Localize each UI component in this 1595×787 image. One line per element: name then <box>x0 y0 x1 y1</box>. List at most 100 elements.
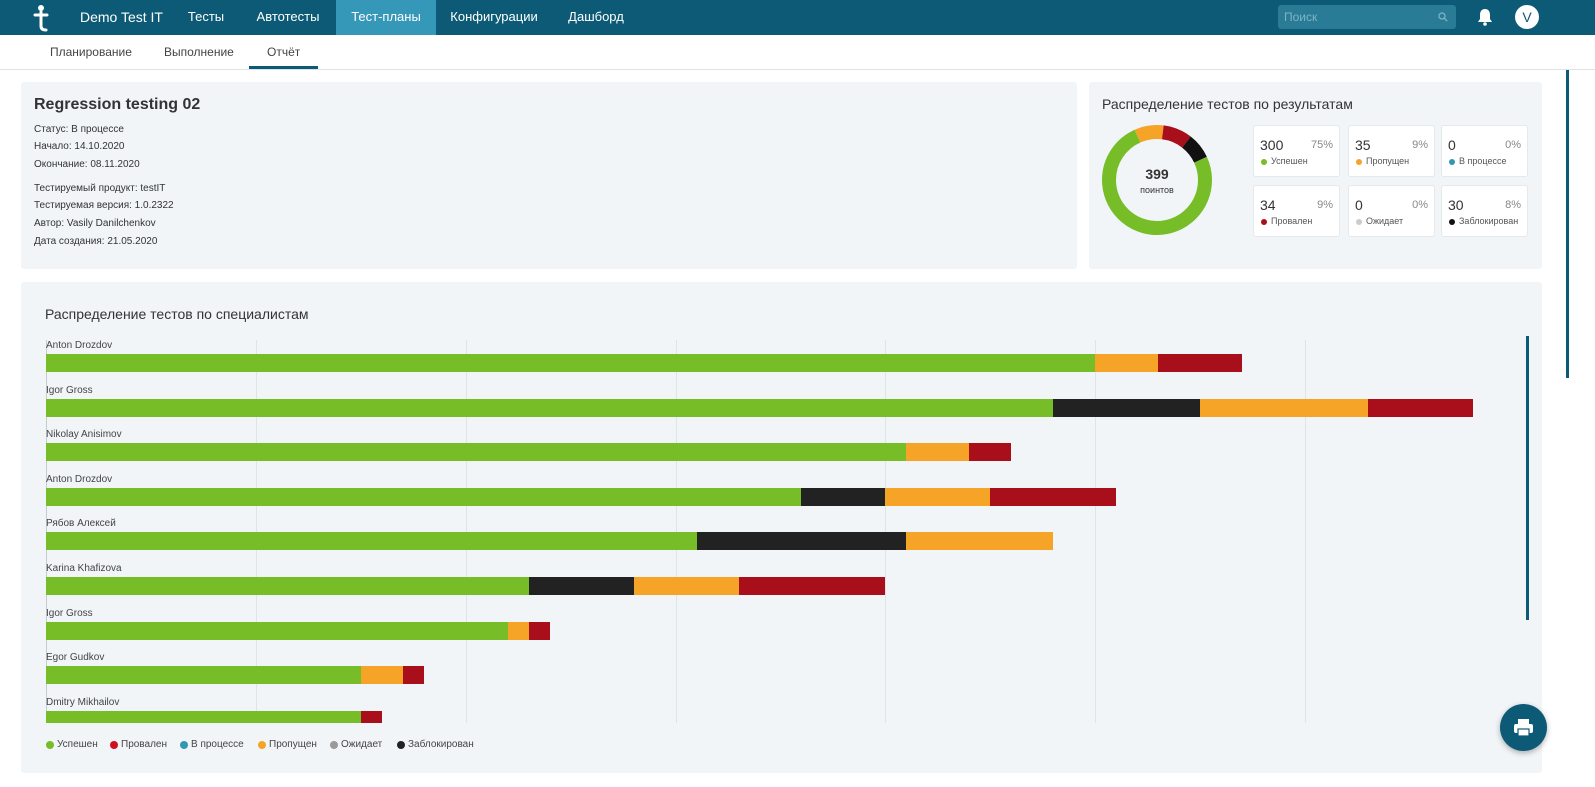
top-navbar: Demo Test IT Тесты Автотесты Тест-планы … <box>0 0 1595 35</box>
legend-dot <box>180 741 188 749</box>
specialists-bar-chart: Anton Drozdov Igor Gross Nikolay Anisimov A… <box>46 340 1515 723</box>
stat-in-progress: 0 0% В процессе <box>1441 125 1528 177</box>
plan-status: Статус: В процессе <box>34 124 124 135</box>
bar-segment[interactable] <box>1368 399 1474 417</box>
bar-segment[interactable] <box>528 577 634 595</box>
bar-segment[interactable] <box>906 443 970 461</box>
nav-tab-test-plans[interactable]: Тест-планы <box>336 0 436 35</box>
nav-tab-configurations[interactable]: Конфигурации <box>450 9 538 24</box>
stat-count: 35 <box>1355 137 1371 153</box>
page-scrollbar[interactable] <box>1566 70 1569 378</box>
bar-segment[interactable] <box>1200 399 1369 417</box>
results-donut-chart <box>1102 125 1212 235</box>
print-icon <box>1514 719 1533 737</box>
legend-label: Заблокирован <box>408 739 474 750</box>
plan-created-date: Дата создания: 21.05.2020 <box>34 236 158 247</box>
specialist-label: Dmitry Mikhailov <box>46 697 120 708</box>
stat-blocked: 30 8% Заблокирован <box>1441 185 1528 237</box>
plan-info-card: Regression testing 02 Статус: В процессе… <box>21 82 1077 269</box>
stat-percent: 9% <box>1317 199 1333 211</box>
stat-failed: 34 9% Провален <box>1253 185 1340 237</box>
bar-segment[interactable] <box>46 443 907 461</box>
gridline <box>1305 340 1306 723</box>
app-title[interactable]: Demo Test IT <box>80 9 163 25</box>
bar-segment[interactable] <box>46 622 508 640</box>
gridline <box>466 340 467 723</box>
bar-segment[interactable] <box>885 488 991 506</box>
bar-segment[interactable] <box>1158 354 1243 372</box>
status-dot <box>1261 159 1267 165</box>
search-input[interactable]: Поиск <box>1278 5 1456 29</box>
legend-label: Успешен <box>57 739 98 750</box>
results-distribution-card: Распределение тестов по результатам 399 … <box>1089 82 1542 269</box>
results-distribution-title: Распределение тестов по результатам <box>1102 96 1353 112</box>
stat-label: Провален <box>1271 216 1313 226</box>
bar-segment[interactable] <box>507 622 529 640</box>
stat-label: Пропущен <box>1366 156 1410 166</box>
donut-total: 399 <box>1145 166 1169 182</box>
specialist-label: Рябов Алексей <box>46 518 116 529</box>
bar-segment[interactable] <box>1095 354 1159 372</box>
chart-title: Распределение тестов по специалистам <box>45 306 309 322</box>
status-dot <box>1356 159 1362 165</box>
status-dot <box>1449 219 1455 225</box>
specialist-label: Anton Drozdov <box>46 474 113 485</box>
stat-label: Успешен <box>1271 156 1308 166</box>
print-button[interactable] <box>1500 704 1547 751</box>
plan-start-date: Начало: 14.10.2020 <box>34 141 125 152</box>
bar-segment[interactable] <box>906 532 1054 550</box>
subtab-execution[interactable]: Выполнение <box>164 45 234 59</box>
chart-scrollbar[interactable] <box>1526 336 1529 620</box>
bar-segment[interactable] <box>633 577 739 595</box>
stat-passed: 300 75% Успешен <box>1253 125 1340 177</box>
stat-label: Ожидает <box>1366 216 1404 226</box>
stat-count: 30 <box>1448 197 1464 213</box>
testit-logo-icon[interactable] <box>30 4 52 32</box>
legend-label: В процессе <box>191 739 244 750</box>
bar-segment[interactable] <box>46 532 697 550</box>
y-axis-line <box>46 340 47 723</box>
stat-percent: 0% <box>1505 139 1521 151</box>
stat-count: 0 <box>1448 137 1456 153</box>
bar-segment[interactable] <box>990 488 1117 506</box>
stat-count: 300 <box>1260 137 1284 153</box>
plan-title: Regression testing 02 <box>34 96 201 113</box>
status-dot <box>1261 219 1267 225</box>
bar-segment[interactable] <box>46 711 361 723</box>
bar-segment[interactable] <box>46 399 1054 417</box>
specialist-label: Karina Khafizova <box>46 563 122 574</box>
bar-segment[interactable] <box>46 488 802 506</box>
donut-slice-1 <box>1102 125 1212 235</box>
bar-segment[interactable] <box>46 577 529 595</box>
subtab-planning[interactable]: Планирование <box>50 45 132 59</box>
bar-segment[interactable] <box>360 666 403 684</box>
legend-dot <box>110 741 118 749</box>
bar-segment[interactable] <box>46 666 361 684</box>
bar-segment[interactable] <box>360 711 382 723</box>
subnav: Планирование Выполнение Отчёт <box>0 35 1595 70</box>
bar-segment[interactable] <box>696 532 907 550</box>
legend-dot <box>330 741 338 749</box>
nav-tab-dashboard[interactable]: Дашборд <box>568 9 624 24</box>
user-avatar[interactable]: V <box>1515 5 1539 29</box>
search-icon[interactable] <box>1438 12 1448 22</box>
subtab-report[interactable]: Отчёт <box>267 45 301 59</box>
search-placeholder: Поиск <box>1284 10 1318 24</box>
specialist-label: Egor Gudkov <box>46 652 105 663</box>
bar-segment[interactable] <box>402 666 424 684</box>
stat-count: 0 <box>1355 197 1363 213</box>
donut-slice-0 <box>1102 125 1212 235</box>
stat-percent: 8% <box>1505 199 1521 211</box>
nav-tab-tests[interactable]: Тесты <box>187 9 225 24</box>
active-subtab-indicator <box>249 66 318 69</box>
donut-total-unit: поинтов <box>1140 185 1174 195</box>
bar-segment[interactable] <box>46 354 1096 372</box>
bell-icon[interactable] <box>1477 8 1493 26</box>
nav-tab-autotests[interactable]: Автотесты <box>256 9 320 24</box>
bar-segment[interactable] <box>738 577 886 595</box>
bar-segment[interactable] <box>969 443 1012 461</box>
bar-segment[interactable] <box>801 488 886 506</box>
bar-segment[interactable] <box>528 622 550 640</box>
bar-segment[interactable] <box>1053 399 1201 417</box>
legend-dot <box>46 741 54 749</box>
